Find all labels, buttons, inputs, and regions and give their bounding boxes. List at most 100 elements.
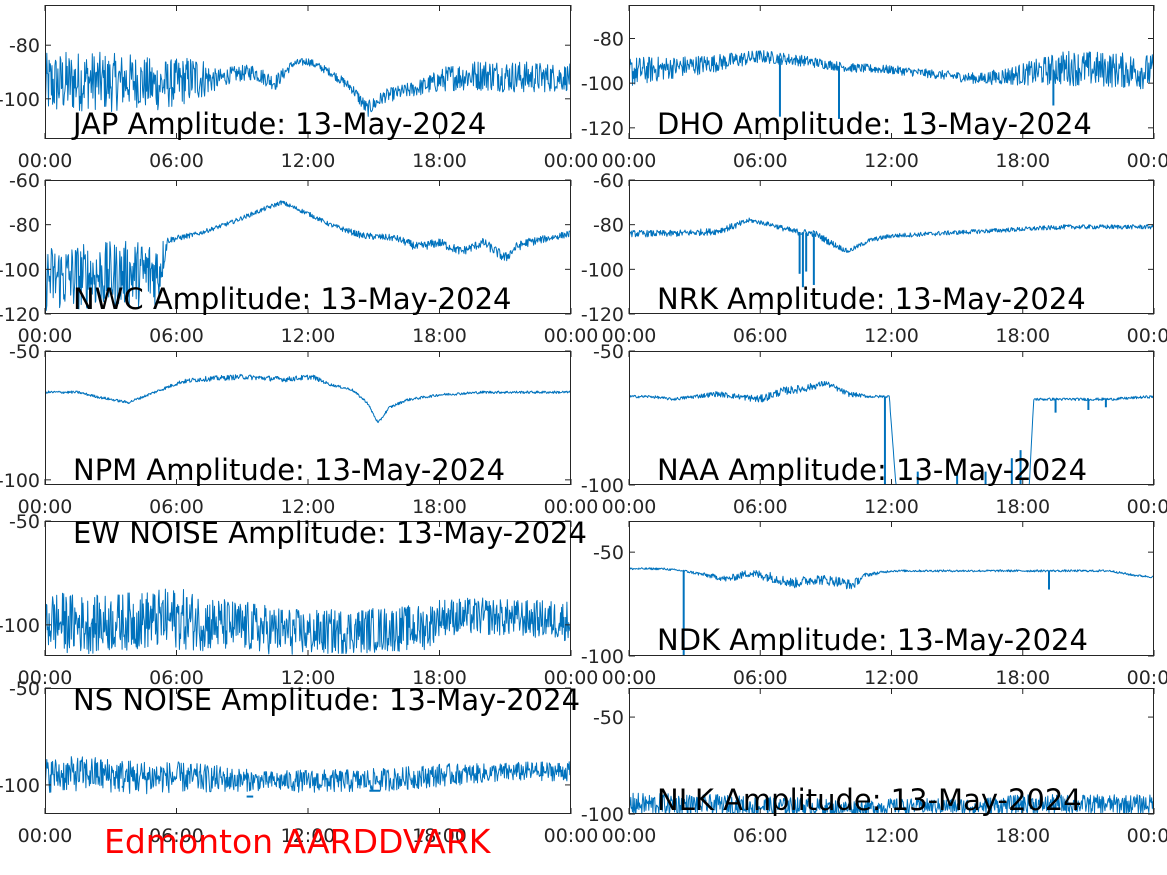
panel-5: 00:00 06:00 12:00 18:00 00:00 -50 -100 NPM Ampl…: [0, 341, 598, 518]
y-tick-label: -60: [9, 170, 40, 192]
x-tick-label: 12:00: [864, 825, 919, 847]
x-tick-label: 12:00: [281, 325, 336, 347]
x-tick-label: 00:00: [18, 325, 73, 347]
x-tick-label: 12:00: [864, 667, 919, 689]
x-tick-label: 00:00: [602, 496, 657, 518]
panel-title: NWC Amplitude: 13-May-2024: [73, 282, 512, 316]
panel-3: 00:00 06:00 12:00 18:00 00:00 -60 -80 -100 -120 N…: [0, 170, 598, 347]
y-tick-label: -100: [581, 73, 624, 95]
x-tick-label: 00:00: [602, 150, 657, 172]
x-tick-label: 18:00: [995, 825, 1050, 847]
x-tick-label: 18:00: [412, 325, 467, 347]
x-tick-label: 06:00: [149, 325, 204, 347]
series-line: [45, 373, 571, 424]
x-tick-label: 06:00: [149, 496, 204, 518]
series-line: [45, 588, 571, 655]
panel-4: 00:00 06:00 12:00 18:00 00:00 -60 -80 -100 -120 N…: [581, 170, 1167, 347]
x-tick-label: 00:00: [544, 150, 599, 172]
panel-9: 00:00 06:00 12:00 18:00 00:00 -50 -100 NS NOISE…: [0, 678, 598, 847]
x-tick-label: 12:00: [281, 496, 336, 518]
x-tick-label: 00:00: [1127, 825, 1167, 847]
panel-title: NDK Amplitude: 13-May-2024: [657, 623, 1088, 657]
x-tick-label: 00:00: [18, 150, 73, 172]
x-tick-label: 00:00: [18, 667, 73, 689]
x-tick-label: 12:00: [281, 667, 336, 689]
y-tick-label: -100: [0, 89, 40, 111]
y-tick-label: -50: [593, 341, 624, 363]
y-tick-label: -60: [593, 170, 624, 192]
y-tick-label: -50: [593, 542, 624, 564]
x-tick-label: 06:00: [149, 825, 204, 847]
y-tick-label: -100: [0, 615, 40, 637]
x-tick-label: 00:00: [602, 325, 657, 347]
x-tick-label: 00:00: [544, 825, 599, 847]
panel-8: 00:00 06:00 12:00 18:00 00:00 -50 -100 NDK Ampl…: [581, 521, 1167, 689]
x-tick-label: 12:00: [864, 496, 919, 518]
x-tick-label: 18:00: [412, 667, 467, 689]
x-tick-label: 00:00: [1127, 496, 1167, 518]
x-tick-label: 18:00: [412, 825, 467, 847]
x-tick-label: 06:00: [149, 667, 204, 689]
x-tick-label: 06:00: [733, 825, 788, 847]
y-tick-label: -50: [9, 678, 40, 700]
x-tick-label: 00:00: [1127, 325, 1167, 347]
x-tick-label: 12:00: [281, 150, 336, 172]
x-tick-label: 06:00: [733, 496, 788, 518]
series-line: [629, 217, 1154, 253]
x-tick-label: 06:00: [733, 667, 788, 689]
y-tick-label: -100: [581, 475, 624, 497]
x-tick-label: 00:00: [1127, 667, 1167, 689]
series-line: [629, 567, 1154, 590]
panel-title: NLK Amplitude: 13-May-2024: [657, 783, 1082, 817]
x-tick-label: 06:00: [149, 150, 204, 172]
y-tick-label: -50: [9, 341, 40, 363]
x-tick-label: 00:00: [544, 667, 599, 689]
y-tick-label: -120: [581, 118, 624, 140]
y-tick-label: -100: [0, 470, 40, 492]
y-tick-label: -120: [581, 304, 624, 326]
x-tick-label: 18:00: [995, 150, 1050, 172]
x-tick-label: 06:00: [733, 325, 788, 347]
y-tick-label: -100: [581, 259, 624, 281]
y-tick-label: -100: [0, 775, 40, 797]
y-tick-label: -120: [0, 304, 40, 326]
y-tick-label: -80: [593, 29, 624, 51]
series-line: [45, 51, 571, 117]
y-tick-label: -100: [0, 259, 40, 281]
x-tick-label: 00:00: [602, 825, 657, 847]
x-tick-label: 06:00: [733, 150, 788, 172]
series-line: [629, 381, 1154, 485]
panel-title: NAA Amplitude: 13-May-2024: [657, 453, 1087, 487]
series-line: [45, 200, 571, 311]
x-tick-label: 00:00: [18, 496, 73, 518]
y-tick-label: -50: [593, 707, 624, 729]
panel-2: 00:00 06:00 12:00 18:00 00:00 -80 -100 -120 DHO …: [581, 5, 1167, 172]
y-tick-label: -100: [581, 804, 624, 826]
x-tick-label: 00:00: [544, 325, 599, 347]
x-tick-label: 00:00: [18, 825, 73, 847]
panel-1: 00:00 06:00 12:00 18:00 00:00 -80 -100 JAP Ampl…: [0, 5, 598, 172]
panel-10: 00:00 06:00 12:00 18:00 00:00 -50 -100 NLK Ampl…: [581, 688, 1167, 847]
x-tick-label: 18:00: [995, 496, 1050, 518]
series-line: [629, 50, 1154, 90]
x-tick-label: 00:00: [1127, 150, 1167, 172]
x-tick-label: 00:00: [602, 667, 657, 689]
panel-title: DHO Amplitude: 13-May-2024: [657, 107, 1092, 141]
x-tick-label: 18:00: [412, 496, 467, 518]
panel-title: NRK Amplitude: 13-May-2024: [657, 282, 1086, 316]
x-tick-label: 18:00: [995, 325, 1050, 347]
panel-title: NS NOISE Amplitude: 13-May-2024: [73, 683, 580, 717]
y-tick-label: -80: [9, 35, 40, 57]
y-tick-label: -100: [581, 646, 624, 668]
panel-title: JAP Amplitude: 13-May-2024: [71, 107, 486, 141]
x-tick-label: 00:00: [544, 496, 599, 518]
panel-7: 00:00 06:00 12:00 18:00 00:00 -50 -100 EW NOISE…: [0, 511, 598, 689]
y-tick-label: -80: [9, 215, 40, 237]
y-tick-label: -50: [9, 511, 40, 533]
y-tick-label: -80: [593, 215, 624, 237]
station-label: Edmonton AARDDVARK: [104, 822, 492, 861]
panel-6: 00:00 06:00 12:00 18:00 00:00 -50 -100 NAA Ampl…: [581, 341, 1167, 518]
x-tick-label: 12:00: [864, 150, 919, 172]
x-tick-label: 18:00: [995, 667, 1050, 689]
